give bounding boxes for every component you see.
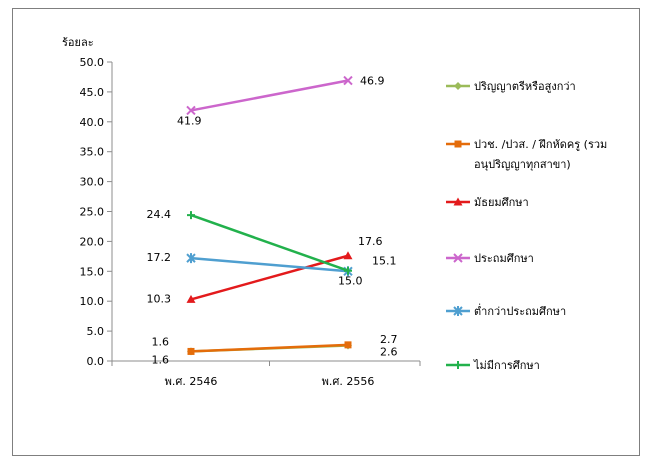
y-tick-label: 45.0 (80, 86, 105, 99)
data-label: 2.6 (380, 345, 398, 358)
data-label: 15.0 (338, 274, 363, 287)
data-point-marker (186, 294, 196, 303)
y-tick-label: 40.0 (80, 116, 105, 129)
series-4 (186, 253, 353, 277)
y-tick-label: 10.0 (80, 295, 105, 308)
y-tick-label: 0.0 (87, 355, 105, 368)
data-labels: 1.6 2.6 1.6 2.7 10.3 17.6 41.9 46.9 17.2 15.0 24.4… (147, 75, 398, 367)
legend-marker (453, 197, 463, 206)
data-point-marker (186, 253, 196, 264)
legend-item: ไม่มีการศึกษา (446, 359, 540, 372)
legend-label: อนุปริญญาทุกสาขา) (474, 158, 571, 171)
chart-frame (12, 8, 640, 456)
series-line (190, 254, 349, 301)
y-tick-label: 5.0 (87, 325, 105, 338)
axes: ร้อยละ 0.0 5.0 10.0 15.0 20.0 25.0 30.0 35.0 40.0… (62, 36, 421, 388)
series-line (190, 213, 349, 272)
y-axis-label: ร้อยละ (62, 36, 94, 49)
series-5 (187, 211, 352, 275)
data-label: 46.9 (360, 75, 385, 88)
data-point-marker (343, 251, 353, 260)
data-label: 15.1 (372, 255, 397, 268)
data-label: 1.6 (152, 353, 170, 366)
legend-marker (454, 140, 462, 148)
series-line (190, 343, 349, 353)
data-point-marker (344, 266, 352, 275)
series-line (190, 256, 349, 273)
y-tick-label: 30.0 (80, 176, 105, 189)
legend-label: ต่ำกว่าประถมศึกษา (474, 303, 566, 318)
legend-item: ประถมศึกษา (446, 252, 534, 265)
legend-label: ประถมศึกษา (474, 252, 534, 265)
series-layer (186, 75, 353, 356)
y-tick-label: 15.0 (80, 265, 105, 278)
data-label: 10.3 (147, 292, 172, 305)
series-3 (186, 75, 353, 116)
legend-item: ปวช. /ปวส. / ฝึกหัดครู (รวมอนุปริญญาทุกส… (446, 138, 607, 171)
legend-marker (454, 361, 462, 369)
data-label: 17.2 (147, 251, 172, 264)
series-line (190, 79, 349, 112)
data-point-marker (344, 341, 352, 349)
series-2 (186, 251, 353, 303)
legend-marker (453, 306, 463, 316)
y-tick-label: 50.0 (80, 56, 105, 69)
y-tick-label: 20.0 (80, 235, 105, 248)
legend-label: ปริญญาตรีหรือสูงกว่า (474, 80, 576, 93)
legend-marker (454, 82, 462, 90)
data-point-marker (187, 211, 195, 220)
y-tick-label: 25.0 (80, 206, 105, 219)
x-tick-label: พ.ศ. 2556 (322, 375, 375, 388)
series-1 (187, 341, 352, 355)
data-label: 24.4 (147, 208, 172, 221)
data-point-marker (186, 105, 196, 116)
data-label: 17.6 (358, 235, 383, 248)
legend-label: ปวช. /ปวส. / ฝึกหัดครู (รวม (474, 138, 607, 151)
data-label: 41.9 (177, 114, 202, 127)
y-tick-label: 35.0 (80, 146, 105, 159)
legend-item: ปริญญาตรีหรือสูงกว่า (446, 80, 576, 93)
data-label: 2.7 (380, 333, 398, 346)
data-point-marker (187, 347, 195, 355)
legend-label: มัธยมศึกษา (474, 196, 529, 209)
data-label: 1.6 (152, 335, 170, 348)
legend-label: ไม่มีการศึกษา (473, 359, 540, 372)
legend-marker (453, 253, 463, 263)
x-tick-label: พ.ศ. 2546 (165, 375, 218, 388)
data-point-marker (343, 75, 353, 86)
legend-item: มัธยมศึกษา (446, 196, 529, 209)
legend-item: ต่ำกว่าประถมศึกษา (446, 303, 566, 318)
